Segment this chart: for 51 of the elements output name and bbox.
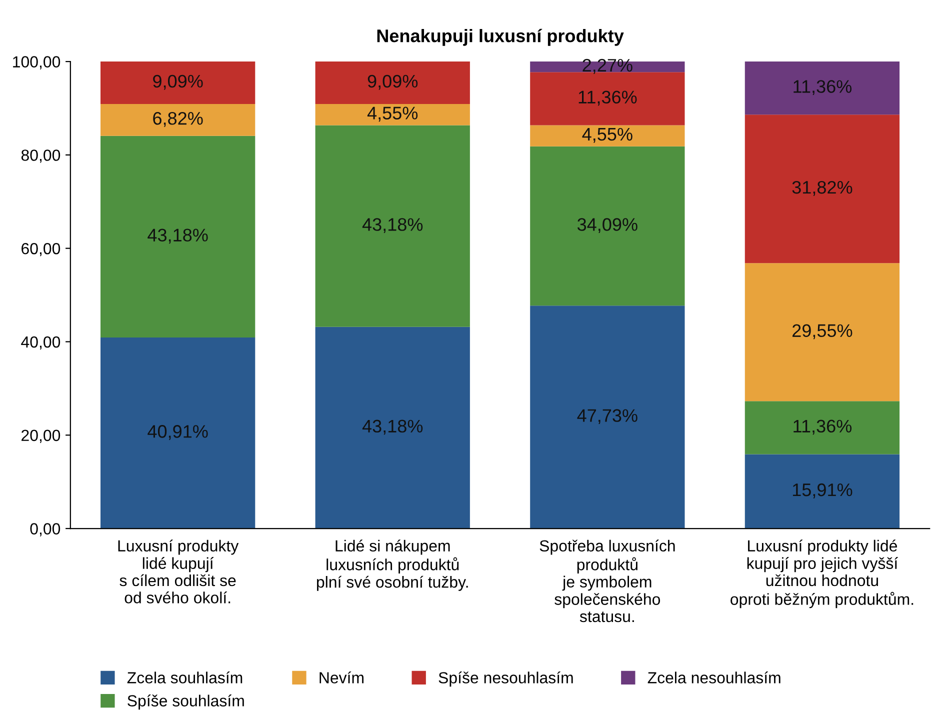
data-label: 4,55%	[367, 106, 418, 122]
data-label: 31,82%	[792, 180, 852, 196]
x-tick-label: Luxusní produkty lidé kupují s cílem odlišit se od svého okolí.	[118, 540, 239, 604]
y-tick-label: 40,00	[21, 336, 60, 350]
data-label: 43,18%	[362, 420, 423, 435]
bar	[100, 337, 256, 529]
bar	[744, 401, 900, 454]
bar	[744, 62, 900, 115]
bar	[100, 104, 256, 136]
bar	[744, 454, 900, 529]
legend-label: Nevím	[320, 671, 364, 684]
bar	[744, 263, 900, 402]
data-label: 29,55%	[792, 324, 852, 340]
data-label: 11,36%	[794, 420, 852, 435]
y-tick-label: 60,00	[22, 242, 60, 256]
data-label: 43,18%	[148, 228, 208, 244]
x-tick-label: Spotřeba luxusních produktů je symbolem společenského statusu.	[540, 540, 675, 622]
legend-label: Spíše souhlasím	[128, 694, 244, 710]
data-label: 9,09%	[368, 74, 418, 90]
bar	[315, 62, 470, 104]
data-label: 4,55%	[582, 128, 632, 143]
data-label: 11,36%	[794, 80, 852, 96]
data-label: 15,91%	[792, 483, 852, 498]
data-label: 11,36%	[578, 90, 637, 106]
bar	[530, 306, 685, 529]
bar	[100, 62, 256, 104]
bar	[100, 136, 256, 338]
chart-title: Nenakupuji luxusní produkty	[377, 28, 624, 46]
y-tick-label: 100,00	[13, 56, 60, 70]
y-tick-label: 20,00	[22, 430, 60, 443]
data-label: 6,82%	[153, 112, 203, 127]
y-tick-label: 0,00	[30, 523, 60, 536]
bar	[530, 125, 685, 146]
legend-label: Zcela nesouhlasím	[648, 671, 780, 684]
legend-label: Spíše nesouhlasím	[438, 671, 573, 687]
bar	[315, 125, 470, 327]
data-label: 47,73%	[577, 409, 638, 424]
data-label: 34,09%	[577, 218, 638, 234]
x-tick-label: Lidé si nákupem luxusních produktů plní své osobní tužby.	[317, 540, 468, 591]
bar	[315, 326, 470, 529]
data-label: 40,91%	[148, 425, 208, 440]
x-tick-label: Luxusní produkty lidé kupují pro jejich vyšší užitnou hodnotu oproti běžným produktům.	[730, 540, 914, 608]
bar	[315, 104, 470, 126]
y-tick-label: 80,00	[21, 150, 60, 163]
bar	[744, 114, 900, 264]
bar	[530, 72, 685, 126]
data-label: 43,18%	[362, 218, 423, 234]
data-label: 2,27%	[582, 58, 632, 74]
data-label: 9,09%	[153, 74, 203, 90]
legend-label: Zcela souhlasím	[127, 671, 242, 684]
bar	[530, 146, 685, 306]
